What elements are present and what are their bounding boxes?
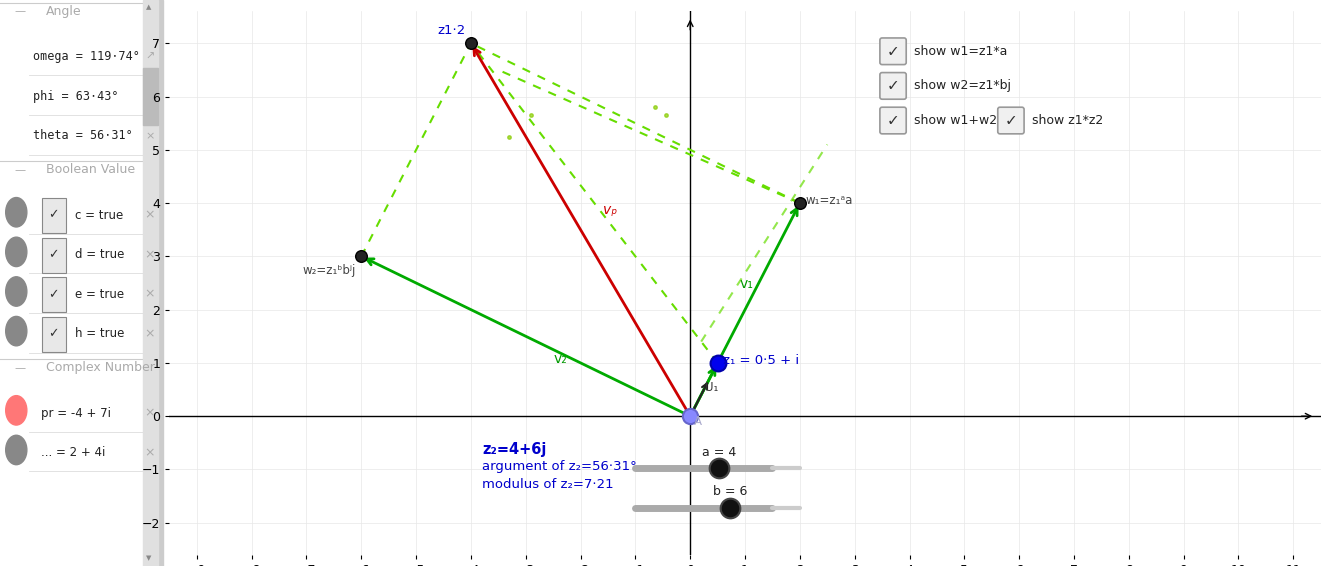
Text: show w1=z1*a: show w1=z1*a — [914, 45, 1007, 58]
Bar — [143, 0, 157, 566]
Text: ✓: ✓ — [48, 248, 59, 261]
Text: vₚ: vₚ — [603, 203, 616, 217]
Text: ×: × — [144, 248, 155, 261]
Text: ✓: ✓ — [887, 79, 899, 93]
FancyBboxPatch shape — [880, 107, 906, 134]
Text: ✓: ✓ — [48, 209, 59, 221]
Text: ▲: ▲ — [147, 5, 152, 11]
Text: ... = 2 + 4i: ... = 2 + 4i — [40, 447, 105, 459]
FancyBboxPatch shape — [880, 38, 906, 65]
Text: z1⋅2: z1⋅2 — [438, 24, 466, 37]
Text: Complex Number: Complex Number — [45, 362, 155, 374]
Ellipse shape — [5, 198, 27, 227]
Text: —: — — [13, 165, 25, 175]
Text: ▼: ▼ — [147, 555, 152, 561]
Text: ✓: ✓ — [48, 328, 59, 340]
Ellipse shape — [5, 277, 27, 306]
Text: ✓: ✓ — [887, 113, 899, 128]
Text: e = true: e = true — [75, 288, 124, 301]
Text: show w2=z1*bj: show w2=z1*bj — [914, 79, 1011, 92]
FancyBboxPatch shape — [41, 238, 65, 273]
Text: omega = 119⋅74°: omega = 119⋅74° — [32, 50, 140, 63]
Point — [460, 38, 482, 48]
Point — [790, 199, 811, 208]
Text: phi = 63⋅43°: phi = 63⋅43° — [32, 90, 117, 102]
Point — [679, 411, 700, 421]
Bar — [143, 68, 157, 125]
Point — [707, 358, 728, 367]
Ellipse shape — [5, 237, 27, 267]
FancyBboxPatch shape — [41, 198, 65, 233]
Text: —: — — [13, 363, 25, 373]
Ellipse shape — [5, 316, 27, 346]
Text: pr = -4 + 7i: pr = -4 + 7i — [40, 407, 111, 419]
Bar — [157, 0, 163, 566]
Text: ✓: ✓ — [887, 44, 899, 59]
Text: ✓: ✓ — [48, 288, 59, 301]
FancyBboxPatch shape — [880, 72, 906, 99]
Text: show w1+w2: show w1+w2 — [914, 114, 996, 127]
Point — [719, 503, 740, 512]
FancyBboxPatch shape — [41, 317, 65, 352]
Text: argument of z₂=56⋅31°: argument of z₂=56⋅31° — [482, 460, 636, 473]
Text: ↗: ↗ — [145, 52, 155, 62]
Text: ×: × — [144, 407, 155, 419]
Text: d = true: d = true — [75, 248, 124, 261]
FancyBboxPatch shape — [998, 107, 1025, 134]
Text: ×: × — [144, 288, 155, 301]
Text: w₂=z₁ᵇbʲj: w₂=z₁ᵇbʲj — [303, 264, 356, 277]
Text: ✓: ✓ — [1005, 113, 1018, 128]
Text: theta = 56⋅31°: theta = 56⋅31° — [32, 130, 132, 142]
Text: Angle: Angle — [45, 5, 81, 18]
Text: c = true: c = true — [75, 209, 123, 221]
Text: z₁ = 0⋅5 + i: z₁ = 0⋅5 + i — [723, 354, 799, 367]
Text: A: A — [694, 415, 702, 428]
Text: ×: × — [145, 91, 155, 101]
Text: ×: × — [145, 131, 155, 141]
Text: h = true: h = true — [75, 328, 124, 340]
Text: a = 4: a = 4 — [702, 446, 736, 459]
Text: ×: × — [144, 447, 155, 459]
Text: Boolean Value: Boolean Value — [45, 164, 135, 176]
FancyBboxPatch shape — [41, 277, 65, 312]
Text: ×: × — [144, 328, 155, 340]
Point — [351, 252, 372, 261]
Text: w₁=z₁ᵃa: w₁=z₁ᵃa — [806, 194, 852, 207]
Point — [708, 464, 730, 473]
Text: U₁: U₁ — [706, 380, 719, 393]
Text: show z1*z2: show z1*z2 — [1031, 114, 1103, 127]
Text: v₂: v₂ — [554, 352, 567, 366]
Text: v₁: v₁ — [739, 277, 754, 291]
Text: z₂=4+6j: z₂=4+6j — [482, 441, 546, 457]
Text: ×: × — [144, 209, 155, 221]
Ellipse shape — [5, 435, 27, 465]
Text: modulus of z₂=7⋅21: modulus of z₂=7⋅21 — [482, 478, 614, 491]
Text: b = 6: b = 6 — [712, 485, 747, 498]
Text: —: — — [13, 6, 25, 16]
Ellipse shape — [5, 396, 27, 425]
